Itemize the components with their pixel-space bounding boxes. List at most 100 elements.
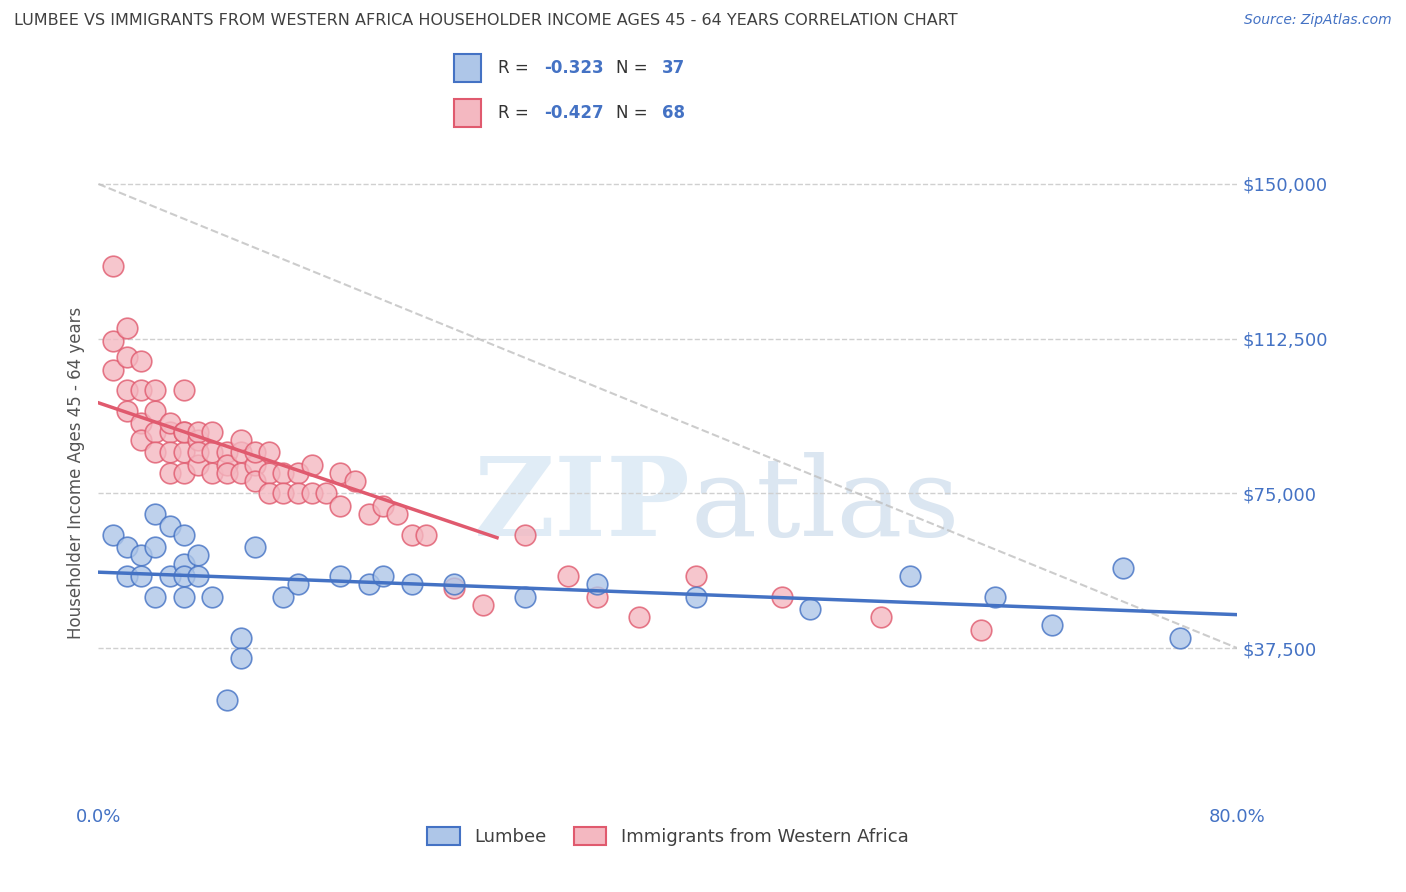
- Point: [187, 569, 209, 583]
- Point: [215, 692, 238, 706]
- Point: [115, 384, 138, 398]
- Point: [515, 590, 537, 604]
- Point: [357, 507, 380, 521]
- Text: atlas: atlas: [690, 452, 960, 559]
- Point: [343, 474, 366, 488]
- Point: [373, 569, 395, 583]
- Text: -0.323: -0.323: [544, 59, 605, 77]
- Point: [129, 416, 152, 430]
- Point: [145, 590, 167, 604]
- Text: N =: N =: [616, 104, 652, 122]
- Point: [329, 466, 352, 480]
- Point: [159, 466, 181, 480]
- Point: [259, 466, 281, 480]
- Point: [201, 466, 224, 480]
- Point: [898, 569, 921, 583]
- Point: [145, 445, 167, 459]
- Point: [215, 466, 238, 480]
- Point: [287, 577, 309, 591]
- Point: [173, 425, 195, 439]
- Point: [870, 610, 893, 624]
- Point: [287, 486, 309, 500]
- Text: -0.427: -0.427: [544, 104, 605, 122]
- Point: [273, 486, 295, 500]
- Point: [443, 577, 465, 591]
- Point: [115, 569, 138, 583]
- Point: [243, 540, 266, 554]
- Point: [259, 445, 281, 459]
- Text: LUMBEE VS IMMIGRANTS FROM WESTERN AFRICA HOUSEHOLDER INCOME AGES 45 - 64 YEARS C: LUMBEE VS IMMIGRANTS FROM WESTERN AFRICA…: [14, 13, 957, 29]
- Point: [259, 486, 281, 500]
- FancyBboxPatch shape: [454, 54, 481, 82]
- Point: [115, 321, 138, 335]
- FancyBboxPatch shape: [454, 99, 481, 127]
- Point: [101, 334, 124, 348]
- Point: [387, 507, 409, 521]
- Point: [173, 557, 195, 571]
- Point: [159, 425, 181, 439]
- Point: [159, 416, 181, 430]
- Point: [315, 486, 337, 500]
- Point: [101, 362, 124, 376]
- Point: [101, 260, 124, 274]
- Point: [159, 445, 181, 459]
- Point: [243, 445, 266, 459]
- Text: R =: R =: [498, 104, 534, 122]
- Point: [201, 445, 224, 459]
- Point: [471, 598, 494, 612]
- Point: [301, 458, 323, 472]
- Point: [115, 540, 138, 554]
- Point: [159, 519, 181, 533]
- Point: [173, 384, 195, 398]
- Point: [187, 445, 209, 459]
- Point: [187, 548, 209, 563]
- Point: [628, 610, 651, 624]
- Point: [129, 569, 152, 583]
- Point: [229, 651, 252, 665]
- Point: [115, 404, 138, 418]
- Point: [173, 527, 195, 541]
- Point: [1040, 618, 1063, 632]
- Point: [129, 384, 152, 398]
- Point: [187, 433, 209, 447]
- Point: [273, 466, 295, 480]
- Point: [145, 384, 167, 398]
- Point: [115, 350, 138, 364]
- Text: ZIP: ZIP: [474, 452, 690, 559]
- Point: [215, 458, 238, 472]
- Point: [145, 540, 167, 554]
- Point: [173, 569, 195, 583]
- Point: [173, 590, 195, 604]
- Point: [984, 590, 1007, 604]
- Point: [129, 354, 152, 368]
- Text: N =: N =: [616, 59, 652, 77]
- Point: [215, 445, 238, 459]
- Text: Source: ZipAtlas.com: Source: ZipAtlas.com: [1244, 13, 1392, 28]
- Point: [770, 590, 793, 604]
- Point: [145, 507, 167, 521]
- Point: [229, 445, 252, 459]
- Point: [585, 590, 607, 604]
- Point: [201, 590, 224, 604]
- Point: [159, 569, 181, 583]
- Point: [415, 527, 437, 541]
- Point: [329, 499, 352, 513]
- Point: [229, 466, 252, 480]
- Point: [243, 474, 266, 488]
- Point: [173, 466, 195, 480]
- Text: R =: R =: [498, 59, 534, 77]
- Point: [173, 445, 195, 459]
- Point: [229, 631, 252, 645]
- Text: 37: 37: [662, 59, 686, 77]
- Point: [515, 527, 537, 541]
- Point: [187, 458, 209, 472]
- Point: [557, 569, 579, 583]
- Point: [443, 582, 465, 596]
- Point: [1170, 631, 1192, 645]
- Text: 68: 68: [662, 104, 685, 122]
- Point: [145, 425, 167, 439]
- Point: [357, 577, 380, 591]
- Point: [201, 425, 224, 439]
- Point: [970, 623, 993, 637]
- Point: [273, 590, 295, 604]
